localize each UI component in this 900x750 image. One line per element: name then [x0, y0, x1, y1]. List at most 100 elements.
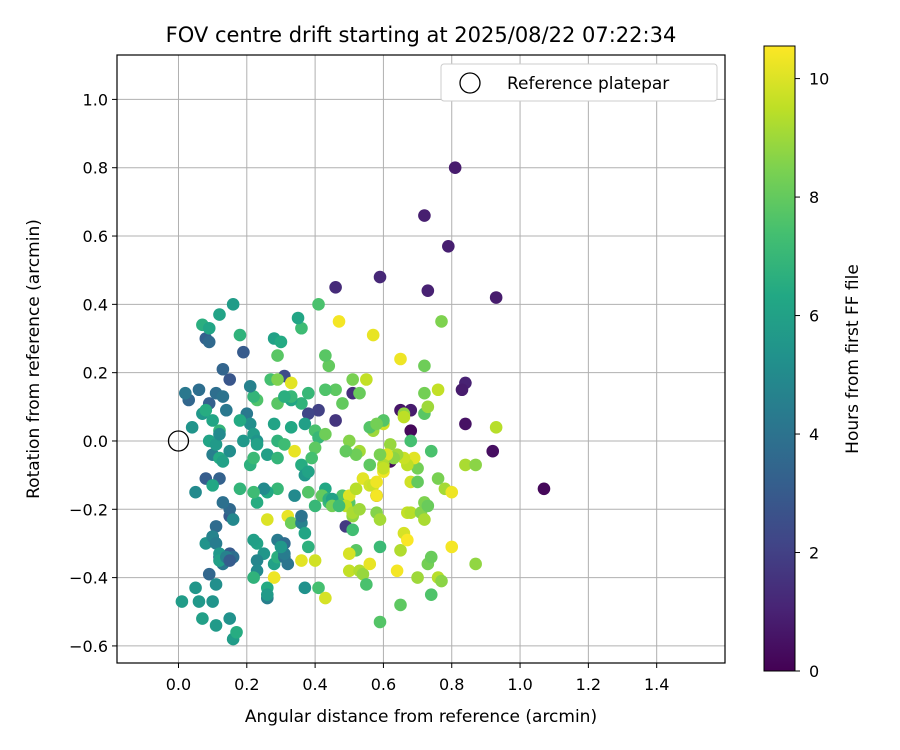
data-point — [291, 311, 305, 325]
data-point — [206, 595, 219, 608]
x-tick-label: 0.2 — [234, 675, 259, 694]
data-point — [267, 417, 281, 431]
colorbar-tick-label: 2 — [809, 544, 819, 563]
data-point — [431, 472, 445, 485]
data-point — [216, 390, 230, 403]
x-tick-label: 1.4 — [644, 675, 669, 694]
data-point — [284, 421, 298, 434]
data-point — [209, 619, 223, 632]
legend-box — [440, 63, 718, 102]
data-point — [486, 444, 500, 458]
data-point — [421, 284, 435, 297]
data-point — [312, 581, 325, 595]
data-point — [394, 598, 407, 612]
data-point — [319, 427, 332, 441]
data-point — [301, 407, 315, 420]
y-axis-label: Rotation from reference (arcmin) — [24, 219, 44, 499]
data-point — [435, 574, 448, 588]
data-point — [308, 441, 322, 455]
data-point — [397, 410, 411, 424]
data-point — [373, 540, 387, 554]
y-tick-label: −0.2 — [69, 500, 108, 519]
data-point — [288, 444, 301, 458]
data-point — [271, 451, 284, 465]
y-tick-label: 0.2 — [83, 364, 108, 383]
data-point — [360, 373, 373, 386]
data-point — [445, 485, 459, 499]
x-tick-label: 0.0 — [166, 675, 191, 694]
data-point — [223, 444, 237, 458]
data-point — [459, 458, 472, 472]
data-point — [394, 543, 407, 557]
colorbar-tick-label: 4 — [809, 425, 819, 444]
data-point — [366, 328, 380, 342]
data-point — [308, 554, 322, 567]
data-point — [216, 362, 230, 376]
data-point — [223, 373, 237, 386]
data-point — [274, 335, 288, 349]
data-point — [418, 386, 431, 400]
x-tick-label: 0.4 — [302, 675, 327, 694]
y-tick-label: 1.0 — [83, 90, 108, 109]
data-point — [260, 513, 274, 526]
data-point — [442, 239, 455, 253]
data-point — [213, 427, 226, 441]
data-point — [537, 482, 551, 496]
data-point — [295, 397, 308, 410]
data-point — [281, 557, 295, 571]
reference-marker — [167, 430, 190, 452]
data-point — [353, 386, 366, 400]
data-point — [301, 386, 315, 400]
data-point — [373, 615, 387, 629]
data-point — [192, 595, 206, 608]
data-point — [243, 380, 257, 393]
data-point — [346, 523, 359, 537]
data-point — [404, 434, 418, 448]
data-point — [339, 444, 353, 458]
data-point — [445, 540, 459, 554]
data-point — [260, 448, 274, 461]
data-point — [216, 496, 230, 509]
data-point — [257, 482, 271, 496]
data-point — [202, 335, 216, 349]
data-point — [308, 499, 322, 513]
data-point — [243, 417, 257, 431]
data-point — [179, 386, 192, 400]
data-point — [226, 513, 240, 526]
data-point — [301, 465, 315, 479]
data-point — [233, 328, 247, 342]
data-point — [175, 595, 189, 608]
data-point — [489, 421, 503, 434]
data-point — [418, 209, 431, 222]
data-point — [319, 383, 332, 397]
chart-title: FOV centre drift starting at 2025/08/22 … — [166, 23, 677, 47]
data-point — [363, 557, 377, 571]
colorbar-tick-label: 6 — [809, 307, 819, 326]
legend: Reference platepar — [440, 63, 718, 102]
data-point — [237, 345, 250, 359]
data-point — [322, 359, 336, 373]
data-point — [329, 414, 342, 427]
data-point — [247, 533, 260, 547]
data-point — [370, 489, 383, 502]
data-point — [370, 475, 383, 489]
data-point — [247, 390, 260, 403]
colorbar: 0 2 4 6 8 10 Hours from first FF file — [763, 45, 863, 681]
data-point — [199, 403, 213, 417]
data-point — [213, 308, 226, 321]
data-point — [301, 485, 315, 499]
colorbar-gradient — [763, 45, 796, 672]
x-tick-label: 0.6 — [371, 675, 396, 694]
x-tick-label: 0.8 — [439, 675, 464, 694]
data-point — [209, 578, 223, 591]
x-tick-label: 1.2 — [576, 675, 601, 694]
data-point — [394, 352, 407, 366]
colorbar-tick-label: 0 — [809, 662, 819, 681]
data-point — [260, 588, 274, 601]
x-axis-ticks: 0.0 0.2 0.4 0.6 0.8 1.0 1.2 1.4 — [166, 663, 669, 694]
data-point — [342, 547, 356, 560]
x-tick-label: 1.0 — [507, 675, 532, 694]
data-point — [329, 280, 342, 294]
data-point — [353, 502, 366, 516]
data-point — [202, 567, 216, 581]
